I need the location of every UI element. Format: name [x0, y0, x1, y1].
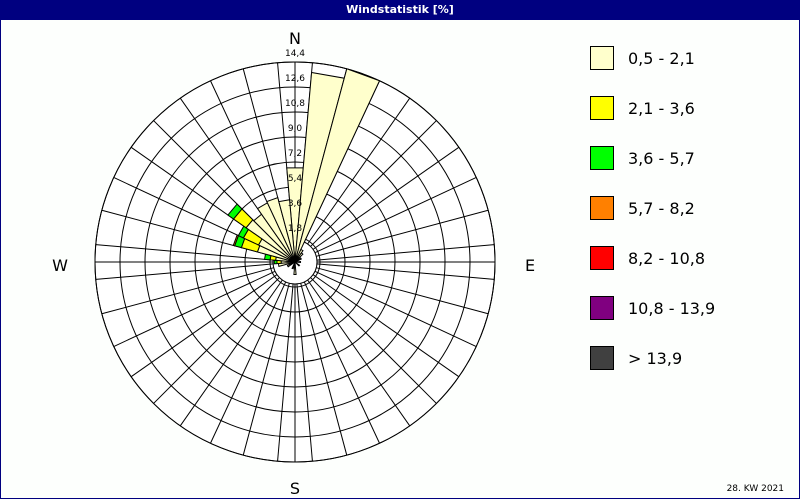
grid-spoke: [130, 274, 278, 378]
wind-bar-130-class-0: [294, 261, 301, 267]
grid-spoke: [314, 270, 477, 347]
radial-tick-label: 14,4: [285, 49, 305, 59]
legend-swatch: [590, 96, 614, 120]
grid-spoke: [316, 267, 489, 315]
grid-spoke: [310, 277, 437, 404]
legend-item: 0,5 - 2,1: [590, 45, 695, 71]
wind-bar-200-class-0: [291, 261, 296, 270]
wind-bar-350-class-0: [278, 199, 296, 263]
radial-tick-label: 5,4: [288, 174, 303, 184]
legend-label: 8,2 - 10,8: [628, 248, 706, 268]
legend-item: 8,2 - 10,8: [590, 245, 705, 271]
grid-spoke: [210, 281, 287, 444]
grid-spoke: [296, 283, 313, 462]
radial-tick-label: 12,6: [285, 74, 305, 84]
direction-label-S: S: [290, 479, 300, 498]
legend-label: > 13,9: [628, 348, 683, 368]
grid-spoke: [316, 263, 495, 280]
legend-swatch: [590, 146, 614, 170]
grid-spoke: [113, 270, 276, 347]
grid-spoke: [312, 274, 460, 378]
radial-tick-label: 7,2: [288, 149, 302, 159]
radial-tick-label: 3,6: [288, 199, 303, 209]
wind-bar-90-class-0: [294, 260, 302, 264]
wind-bar-180-class-0: [293, 261, 297, 275]
wind-bar-20-class-0: [294, 68, 381, 263]
wind-bar-60-class-0: [294, 257, 302, 263]
wind-bar-40-class-0: [294, 252, 304, 263]
footer-week-label: 28. KW 2021: [726, 484, 784, 494]
grid-spoke: [307, 279, 411, 427]
legend-item: 10,8 - 13,9: [590, 295, 715, 321]
direction-label-N: N: [289, 29, 301, 48]
grid-spoke: [153, 277, 280, 404]
grid-spoke: [314, 177, 477, 254]
wind-bar-240-class-0: [286, 261, 296, 268]
legend-label: 2,1 - 3,6: [628, 98, 695, 118]
grid-spoke: [310, 120, 437, 247]
legend-item: 3,6 - 5,7: [590, 145, 695, 171]
wind-bar-290-class-3: [232, 234, 239, 247]
radial-tick-label: 10,8: [285, 99, 305, 109]
grid-spoke: [307, 97, 411, 245]
legend-swatch: [590, 246, 614, 270]
legend-swatch: [590, 46, 614, 70]
wind-bar-310-class-2: [227, 203, 243, 220]
grid-spoke: [242, 283, 290, 456]
direction-label-E: E: [525, 256, 535, 275]
grid-spoke: [179, 279, 283, 427]
grid-spoke: [312, 146, 460, 250]
grid-spoke: [95, 263, 274, 280]
chart-title: Windstatistik [%]: [0, 0, 800, 20]
grid-spoke: [316, 209, 489, 257]
grid-spoke: [300, 283, 348, 456]
legend-label: 0,5 - 2,1: [628, 48, 695, 68]
legend-swatch: [590, 296, 614, 320]
direction-label-W: W: [52, 256, 68, 275]
grid-spoke: [277, 283, 294, 462]
grid-spoke: [95, 244, 274, 261]
legend-item: > 13,9: [590, 345, 682, 371]
grid-spoke: [101, 267, 274, 315]
radial-tick-label: 1,8: [288, 224, 303, 234]
grid-spoke: [316, 244, 495, 261]
legend-item: 2,1 - 3,6: [590, 95, 695, 121]
legend-label: 10,8 - 13,9: [628, 298, 716, 318]
legend-label: 3,6 - 5,7: [628, 148, 695, 168]
legend-label: 5,7 - 8,2: [628, 198, 695, 218]
radial-tick-label: 9,0: [288, 124, 303, 134]
legend-item: 5,7 - 8,2: [590, 195, 695, 221]
legend-swatch: [590, 346, 614, 370]
grid-spoke: [303, 281, 380, 444]
legend-swatch: [590, 196, 614, 220]
